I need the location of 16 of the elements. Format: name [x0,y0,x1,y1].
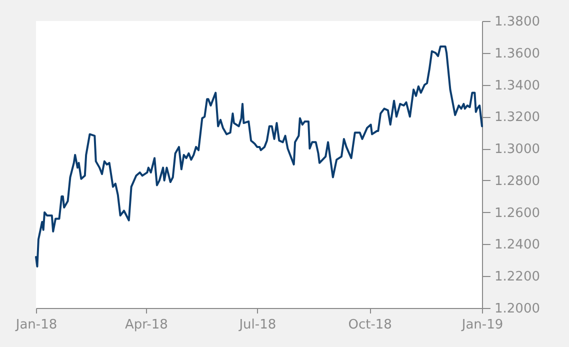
y-tick-label: 1.2200 [494,270,540,285]
y-tick-label: 1.2800 [494,174,540,189]
y-tick-label: 1.3000 [494,142,540,158]
y-tick-label: 1.3800 [494,14,540,30]
y-tick-label: 1.2000 [494,302,540,316]
x-tick-label: Jan-19 [460,318,504,332]
x-tick-label: Jul-18 [238,318,276,332]
y-tick-label: 1.3400 [494,78,540,94]
line-series [35,46,483,268]
y-tick-label: 1.2400 [494,238,540,253]
x-tick-label: Apr-18 [125,318,168,332]
y-tick-label: 1.3600 [494,46,540,62]
x-tick-label: Oct-18 [348,318,392,332]
y-tick-label: 1.2600 [494,206,540,221]
x-tick-label: Jan-18 [14,318,58,332]
y-tick-label: 1.3200 [494,110,540,126]
